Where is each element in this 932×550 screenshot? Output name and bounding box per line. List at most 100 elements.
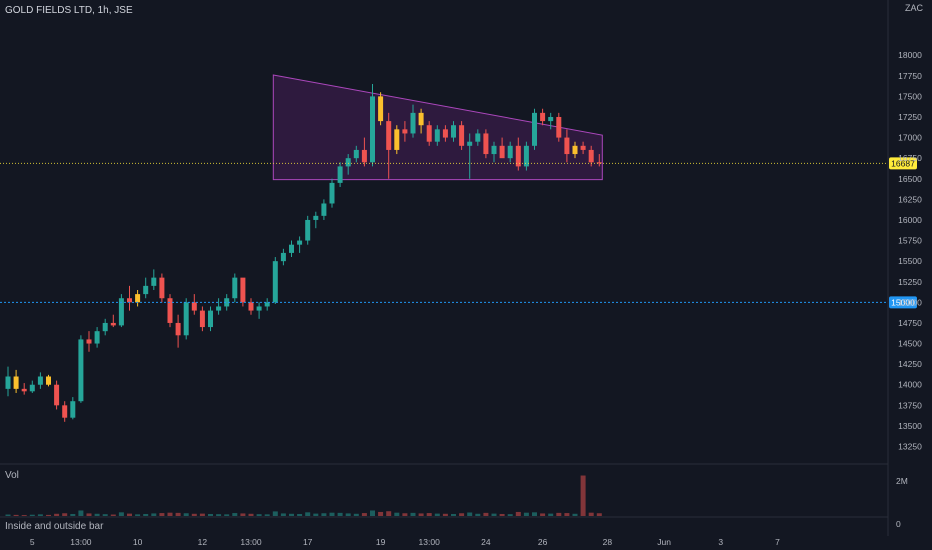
candle-body <box>580 145 586 150</box>
candle-body <box>386 121 392 150</box>
volume-bar <box>54 513 60 516</box>
time-tick-label: 17 <box>303 537 313 547</box>
volume-bar <box>102 514 108 516</box>
price-axis[interactable]: 13250 13500 13750 14000 14250 14500 14750 15000… <box>896 50 922 529</box>
volume-bar <box>572 513 578 516</box>
volume-bar <box>94 513 100 516</box>
volume-bar <box>402 513 408 516</box>
volume-bar <box>588 512 594 516</box>
candle-body <box>167 298 173 323</box>
volume-bar <box>370 510 375 516</box>
volume-bar <box>289 513 294 516</box>
price-tick-label: 18000 <box>898 50 922 60</box>
volume-bar <box>434 513 440 516</box>
volume-bar <box>378 511 384 516</box>
candle-body <box>143 285 149 295</box>
volume-bar <box>556 512 562 516</box>
symbol-title[interactable]: GOLD FIELDS LTD, 1h, JSE <box>5 5 133 16</box>
candles <box>5 84 602 422</box>
volume-bar <box>199 513 205 516</box>
price-tick-label: 14500 <box>898 339 922 349</box>
volume-bar <box>272 511 278 516</box>
price-tick-label: 14750 <box>898 318 922 328</box>
indicator-pane-label[interactable]: Inside and outside bar <box>5 521 104 532</box>
candle-body <box>78 339 84 402</box>
candle-body <box>102 322 108 332</box>
volume-bar <box>248 513 254 516</box>
candle-body <box>21 388 27 392</box>
volume-bar <box>224 514 230 516</box>
volume-bar <box>110 514 116 516</box>
time-tick-label: 26 <box>538 537 548 547</box>
candle-body <box>208 310 213 328</box>
time-tick-label: 24 <box>481 537 491 547</box>
candle-body <box>280 252 286 262</box>
volume-bar <box>256 514 262 516</box>
candle-body <box>483 133 489 155</box>
candle-body <box>361 149 367 163</box>
candle-body <box>515 145 521 167</box>
volume-pane-label[interactable]: Vol <box>5 470 19 481</box>
price-tick-label: 14000 <box>898 380 922 390</box>
price-tick-label: 17000 <box>898 133 922 143</box>
candle-body <box>135 294 141 303</box>
time-tick-label: 3 <box>718 537 723 547</box>
volume-bar <box>475 513 481 516</box>
volume-bar <box>127 513 132 516</box>
volume-bar <box>62 513 68 516</box>
grid <box>0 0 889 536</box>
volume-bar <box>442 513 448 516</box>
candle-body <box>175 322 181 336</box>
candle-body <box>345 158 351 167</box>
volume-bar <box>451 513 456 516</box>
volume-bar <box>459 513 465 516</box>
volume-bar <box>159 513 165 516</box>
candle-body <box>451 125 456 138</box>
candle-body <box>467 141 473 146</box>
candle-body <box>442 129 448 138</box>
volume-bar <box>580 475 586 516</box>
price-tick-label: 15000 <box>898 297 922 307</box>
candle-body <box>127 298 132 303</box>
candle-body <box>216 306 222 311</box>
volume-bar <box>507 514 513 516</box>
candle-body <box>434 129 440 142</box>
volume-bar <box>78 510 84 516</box>
candle-body <box>256 306 262 311</box>
price-tick-label: 17250 <box>898 112 922 122</box>
time-tick-label: 12 <box>198 537 208 547</box>
candle-body <box>491 145 497 155</box>
candle-body <box>402 129 408 134</box>
candle-body <box>37 376 43 385</box>
candle-body <box>199 310 205 328</box>
candle-body <box>523 145 529 167</box>
volume-bar <box>329 512 335 516</box>
volume-bar <box>46 514 51 516</box>
candle-body <box>410 112 416 134</box>
volume-bar <box>418 513 424 516</box>
time-tick-label: 13:00 <box>240 537 262 547</box>
candle-body <box>564 137 570 155</box>
volume-bar <box>596 513 602 516</box>
candle-body <box>297 240 303 245</box>
candle-body <box>224 298 230 307</box>
volume-bar <box>86 513 92 516</box>
volume-bar <box>135 514 141 516</box>
time-axis[interactable]: 5 13:00 10 12 13:00 17 19 13:00 24 26 28 Jun 3 7 <box>30 537 780 547</box>
candle-body <box>159 277 165 299</box>
price-tick-label: 13750 <box>898 400 922 410</box>
time-tick-label: 5 <box>30 537 35 547</box>
volume-bar <box>118 512 124 516</box>
volume-bar <box>175 512 181 516</box>
candle-body <box>264 302 270 307</box>
candle-body <box>313 215 319 220</box>
volume-bar <box>353 513 359 516</box>
volume-bar <box>532 512 537 516</box>
alert-price-label: 15000 <box>891 297 915 307</box>
candle-body <box>248 302 254 311</box>
candle-body <box>548 116 554 122</box>
candle-body <box>232 277 238 299</box>
time-tick-label: 10 <box>133 537 143 547</box>
price-tick-label: 16500 <box>898 174 922 184</box>
